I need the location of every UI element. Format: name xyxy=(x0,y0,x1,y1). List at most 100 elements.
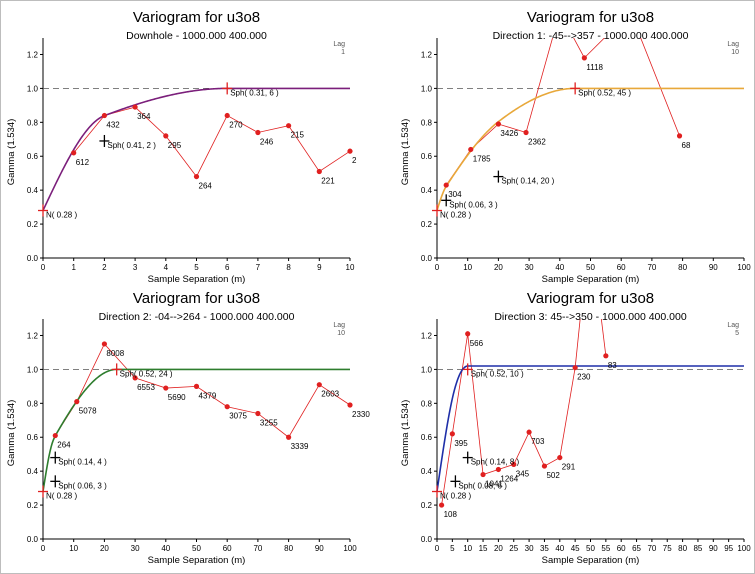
variogram-point xyxy=(439,502,445,508)
x-tick-label: 80 xyxy=(678,263,687,272)
x-tick-label: 7 xyxy=(256,263,261,272)
x-tick-label: 70 xyxy=(253,544,262,553)
variogram-panel-4: Variogram for u3o8 Direction 3: 45-->350 … xyxy=(400,290,751,566)
pair-count-label: 304 xyxy=(448,190,462,199)
lag-value: 1 xyxy=(341,49,345,56)
y-tick-label: 0.6 xyxy=(27,433,39,442)
structure-label: Sph( 0.52, 24 ) xyxy=(120,369,173,378)
lag-value: 10 xyxy=(731,49,739,56)
x-tick-label: 8 xyxy=(286,263,291,272)
pair-count-label: 221 xyxy=(321,177,335,186)
x-tick-label: 10 xyxy=(463,544,472,553)
model-variogram-curve xyxy=(42,368,350,492)
x-tick-label: 6 xyxy=(225,263,230,272)
variogram-point xyxy=(572,365,578,371)
chart-title: Variogram for u3o8 xyxy=(527,9,654,26)
pair-count-label: 566 xyxy=(470,339,484,348)
y-tick-label: 1.0 xyxy=(27,84,39,93)
x-tick-label: 10 xyxy=(346,263,355,272)
x-tick-label: 50 xyxy=(586,544,595,553)
x-tick-label: 20 xyxy=(494,263,503,272)
x-tick-label: 60 xyxy=(617,263,626,272)
y-tick-label: 0.8 xyxy=(27,118,39,127)
pair-count-label: 264 xyxy=(57,441,71,450)
pair-count-label: 612 xyxy=(76,158,90,167)
variogram-point xyxy=(101,112,107,119)
chart-subtitle: Direction 3: 45-->350 - 1000.000 400.000 xyxy=(494,311,687,323)
pair-count-label: 270 xyxy=(229,121,243,130)
x-tick-label: 65 xyxy=(632,544,641,553)
pair-count-label: 3426 xyxy=(500,129,518,138)
variogram-point xyxy=(468,146,474,153)
y-tick-label: 0.0 xyxy=(27,254,39,263)
structure-label: Sph( 0.41, 2 ) xyxy=(107,141,156,150)
variogram-point xyxy=(581,55,587,61)
variogram-point xyxy=(557,454,563,461)
pair-count-label: 1118 xyxy=(586,63,603,72)
pair-count-label: 2603 xyxy=(321,390,339,399)
variogram-point xyxy=(74,399,80,405)
x-tick-label: 90 xyxy=(709,544,718,553)
x-tick-label: 50 xyxy=(586,263,595,272)
x-tick-label: 90 xyxy=(709,263,718,272)
x-tick-label: 2 xyxy=(102,263,107,272)
x-tick-label: 60 xyxy=(617,544,626,553)
variogram-point xyxy=(286,123,292,129)
y-tick-label: 0.4 xyxy=(421,186,433,195)
x-tick-label: 0 xyxy=(435,263,440,272)
chart-title: Variogram for u3o8 xyxy=(133,290,260,307)
structure-label: N( 0.28 ) xyxy=(440,211,471,220)
variogram-point xyxy=(286,434,292,440)
y-tick-label: 0.4 xyxy=(27,467,39,476)
y-tick-label: 1.2 xyxy=(27,50,39,59)
x-axis-label: Sample Separation (m) xyxy=(148,555,246,566)
x-tick-label: 0 xyxy=(41,263,46,272)
x-axis-label: Sample Separation (m) xyxy=(542,555,640,566)
x-tick-label: 50 xyxy=(192,544,201,553)
pair-count-label: 2362 xyxy=(528,137,546,146)
x-tick-label: 30 xyxy=(525,263,534,272)
pair-count-label: 2 xyxy=(352,156,357,165)
x-tick-label: 1 xyxy=(71,263,76,272)
pair-count-label: 502 xyxy=(546,471,560,480)
pair-count-label: 215 xyxy=(291,131,305,140)
y-tick-label: 0.4 xyxy=(421,467,433,476)
x-tick-label: 100 xyxy=(737,263,751,272)
x-tick-label: 9 xyxy=(317,263,322,272)
variogram-panel-1: Variogram for u3o8 Downhole - 1000.000 40… xyxy=(6,9,357,285)
lag-value: 10 xyxy=(337,330,345,337)
pair-count-label: 68 xyxy=(682,141,691,150)
pair-count-label: 3075 xyxy=(229,412,247,421)
pair-count-label: 703 xyxy=(531,437,545,446)
variogram-point xyxy=(255,129,261,136)
pair-count-label: 291 xyxy=(562,463,576,472)
x-tick-label: 70 xyxy=(647,263,656,272)
variogram-point xyxy=(316,382,322,388)
pair-count-label: 264 xyxy=(199,182,213,191)
y-tick-label: 0.0 xyxy=(421,535,433,544)
pair-count-label: 1785 xyxy=(473,154,491,163)
x-tick-label: 100 xyxy=(737,544,751,553)
pair-count-label: 108 xyxy=(444,510,458,519)
variogram-point xyxy=(347,402,353,408)
lag-value: 5 xyxy=(735,330,739,337)
x-tick-label: 40 xyxy=(555,544,564,553)
x-tick-label: 5 xyxy=(194,263,199,272)
variogram-point xyxy=(224,404,230,410)
y-tick-label: 0.6 xyxy=(421,152,433,161)
variogram-panel-2: Variogram for u3o8 Direction 1: -45-->357… xyxy=(400,9,751,285)
x-tick-label: 40 xyxy=(161,544,170,553)
y-tick-label: 0.8 xyxy=(27,399,39,408)
x-tick-label: 70 xyxy=(647,544,656,553)
y-tick-label: 1.0 xyxy=(421,84,433,93)
pair-count-label: 6553 xyxy=(137,383,155,392)
variogram-panel-3: Variogram for u3o8 Direction 2: -04-->264… xyxy=(6,290,370,566)
structure-label: Sph( 0.14, 20 ) xyxy=(501,177,554,186)
structure-label: Sph( 0.14, 4 ) xyxy=(58,458,107,467)
model-variogram-curve xyxy=(42,87,350,211)
y-tick-label: 0.8 xyxy=(421,399,433,408)
variogram-point xyxy=(193,383,200,389)
model-variogram-curve xyxy=(436,87,744,211)
pair-count-label: 246 xyxy=(260,137,274,146)
